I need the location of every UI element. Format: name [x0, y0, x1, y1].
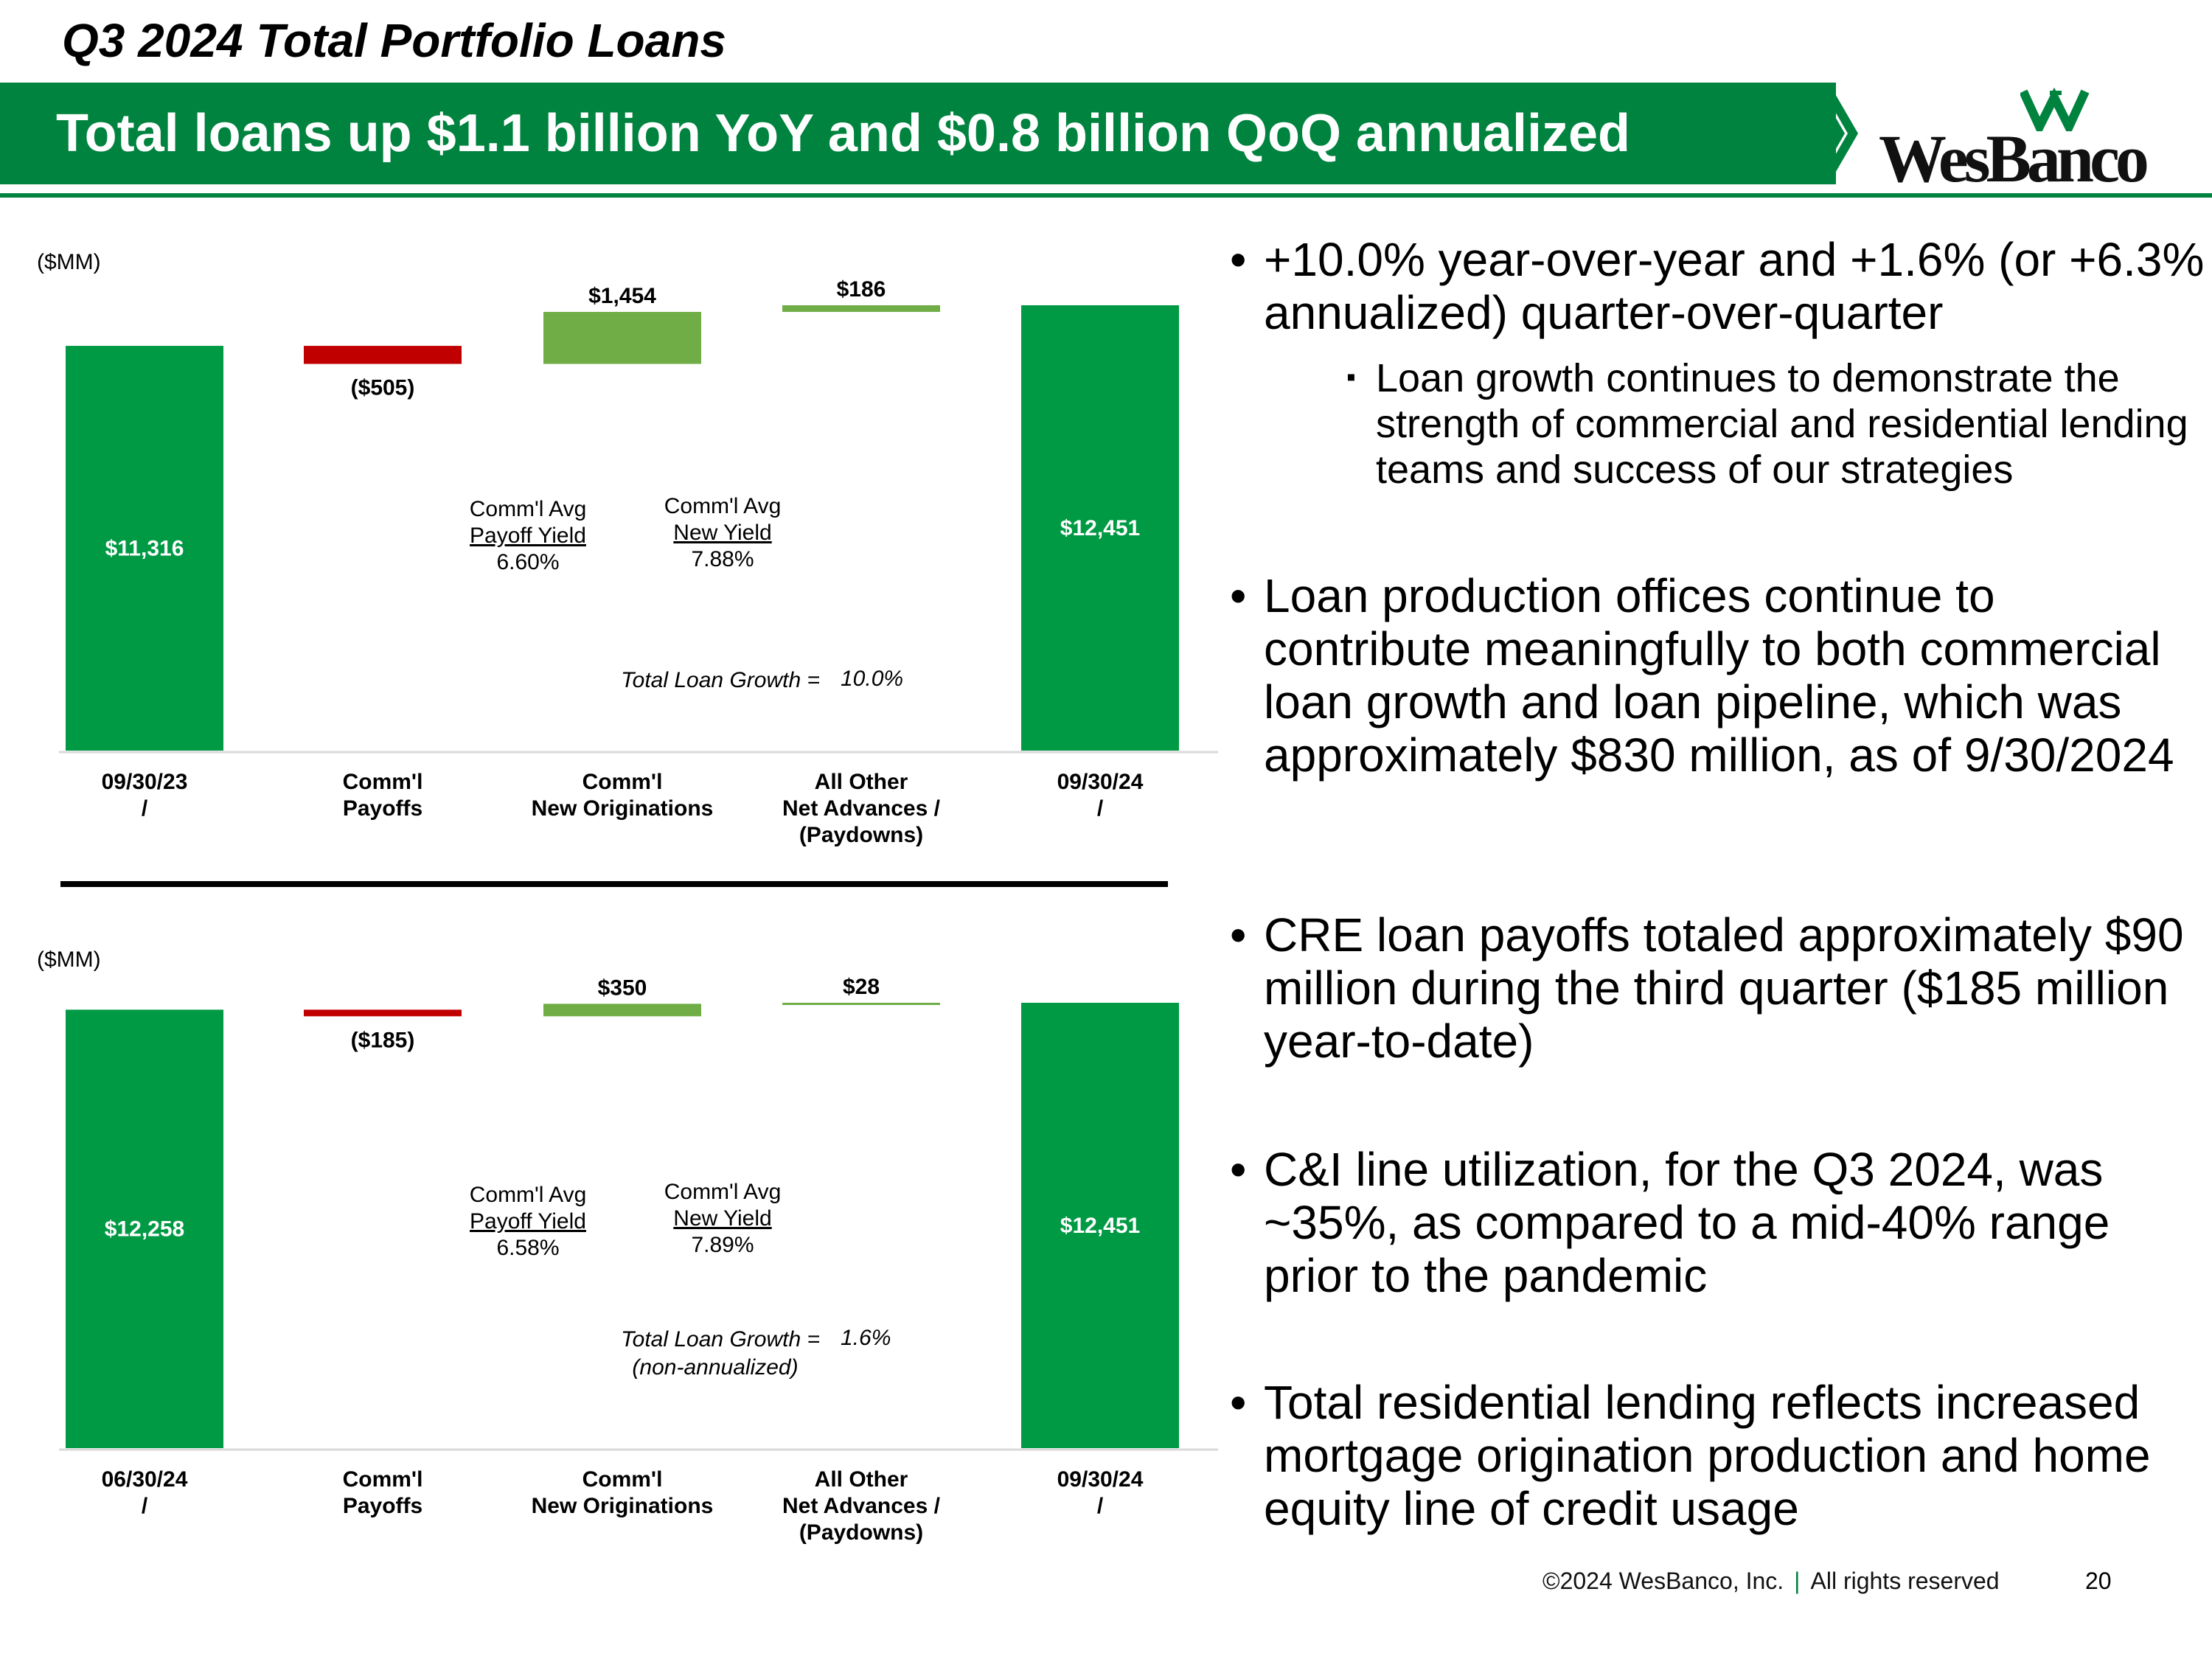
bullet-yoy-growth: +10.0% year-over-year and +1.6% (or +6.3… — [1227, 233, 2212, 339]
footer-rights: All rights reserved — [1810, 1568, 2000, 1594]
new-yield-title: Comm'l Avg — [664, 494, 782, 518]
payoff-yield-value: 6.58% — [496, 1236, 559, 1260]
sub-bullet-growth-strength: Loan growth continues to demonstrate the… — [1346, 354, 2212, 493]
bar-0 — [66, 1009, 223, 1448]
category-label-4-line-1: / — [1097, 796, 1104, 821]
bar-1 — [304, 346, 462, 364]
bar-3 — [782, 305, 940, 313]
value-label-3: $28 — [843, 975, 880, 999]
bar-4 — [1021, 305, 1179, 751]
bar-4 — [1021, 1003, 1179, 1448]
category-label-1-line-1: Payoffs — [343, 796, 422, 821]
growth-value: 1.6% — [841, 1326, 891, 1350]
bullet-residential-lending: Total residential lending reflects incre… — [1227, 1376, 2212, 1535]
bar-0 — [66, 346, 223, 751]
new-yield-name: New Yield — [673, 1206, 771, 1231]
category-label-2-line-1: New Originations — [532, 796, 714, 821]
bar-1 — [304, 1009, 462, 1017]
category-label-4-line-0: 09/30/24 — [1057, 770, 1144, 794]
bullet-ci-utilization: C&I line utilization, for the Q3 2024, w… — [1227, 1143, 2212, 1302]
payoff-yield-name: Payoff Yield — [470, 524, 586, 548]
value-label-0: $11,316 — [105, 537, 184, 561]
category-label-0-line-0: 09/30/23 — [102, 770, 188, 794]
category-label-4-line-1: / — [1097, 1494, 1104, 1518]
growth-label: Total Loan Growth = — [621, 668, 820, 692]
new-yield-title: Comm'l Avg — [664, 1180, 782, 1204]
value-label-1: ($505) — [351, 376, 415, 400]
unit-label: ($MM) — [37, 947, 101, 972]
new-yield-name: New Yield — [673, 521, 771, 545]
bar-3 — [782, 1003, 940, 1005]
wesbanco-logo: WesBanco — [1879, 87, 2149, 196]
category-label-3-line-2: (Paydowns) — [799, 1520, 923, 1545]
payoff-yield-value: 6.60% — [496, 550, 559, 574]
unit-label: ($MM) — [37, 250, 101, 274]
new-yield-value: 7.89% — [691, 1233, 754, 1257]
category-label-3-line-1: Net Advances / — [782, 1494, 941, 1518]
page-number: 20 — [2085, 1568, 2112, 1594]
category-label-3-line-1: Net Advances / — [782, 796, 941, 821]
headline-banner — [0, 83, 1836, 184]
chart-divider — [60, 881, 1168, 887]
growth-value: 10.0% — [841, 667, 903, 691]
bullet-loan-production: Loan production offices continue to cont… — [1227, 569, 2212, 782]
page-title: Q3 2024 Total Portfolio Loans — [62, 14, 726, 67]
category-label-4-line-0: 09/30/24 — [1057, 1467, 1144, 1492]
yoy-waterfall-chart: ($MM) $11,316 09/30/23 /($505) Comm'l Payoff… — [29, 236, 1224, 870]
new-yield-value: 7.88% — [691, 547, 754, 571]
value-label-2: $1,454 — [588, 284, 656, 308]
headline-text: Total loans up $1.1 billion YoY and $0.8… — [56, 104, 1631, 163]
category-label-2-line-1: New Originations — [532, 1494, 714, 1518]
value-label-3: $186 — [837, 277, 886, 302]
footer-copyright: ©2024 WesBanco, Inc. — [1543, 1568, 1784, 1594]
category-label-0-line-1: / — [142, 796, 148, 821]
category-label-0-line-0: 06/30/24 — [102, 1467, 188, 1492]
payoff-yield-title: Comm'l Avg — [470, 497, 587, 521]
value-label-0: $12,258 — [105, 1217, 184, 1242]
category-label-3-line-2: (Paydowns) — [799, 823, 923, 847]
value-label-4: $12,451 — [1060, 516, 1140, 540]
category-label-3-line-0: All Other — [815, 770, 908, 794]
footer: ©2024 WesBanco, Inc. | All rights reserved — [1543, 1568, 2000, 1595]
logo-wordmark: WesBanco — [1879, 121, 2149, 196]
logo-mark-icon — [2020, 87, 2090, 131]
bar-2 — [543, 312, 701, 364]
payoff-yield-name: Payoff Yield — [470, 1209, 586, 1234]
category-label-1-line-0: Comm'l — [343, 1467, 423, 1492]
value-label-1: ($185) — [351, 1028, 415, 1052]
payoff-yield-title: Comm'l Avg — [470, 1183, 587, 1207]
value-label-2: $350 — [598, 975, 647, 1000]
category-label-1-line-0: Comm'l — [343, 770, 423, 794]
category-label-0-line-1: / — [142, 1494, 148, 1518]
growth-note: (non-annualized) — [632, 1355, 798, 1380]
qoq-waterfall-chart: ($MM) $12,258 06/30/24 /($185) Comm'l Payoff… — [29, 933, 1224, 1568]
category-label-2-line-0: Comm'l — [582, 770, 663, 794]
footer-separator: | — [1794, 1568, 1801, 1594]
header-rule — [0, 193, 2212, 198]
bar-2 — [543, 1004, 701, 1017]
banner-chevron-icon — [1799, 83, 1858, 184]
category-label-2-line-0: Comm'l — [582, 1467, 663, 1492]
growth-label: Total Loan Growth = — [621, 1327, 820, 1352]
category-label-1-line-1: Payoffs — [343, 1494, 422, 1518]
bullet-cre-payoffs: CRE loan payoffs totaled approximately $… — [1227, 908, 2212, 1068]
value-label-4: $12,451 — [1060, 1214, 1140, 1238]
category-label-3-line-0: All Other — [815, 1467, 908, 1492]
